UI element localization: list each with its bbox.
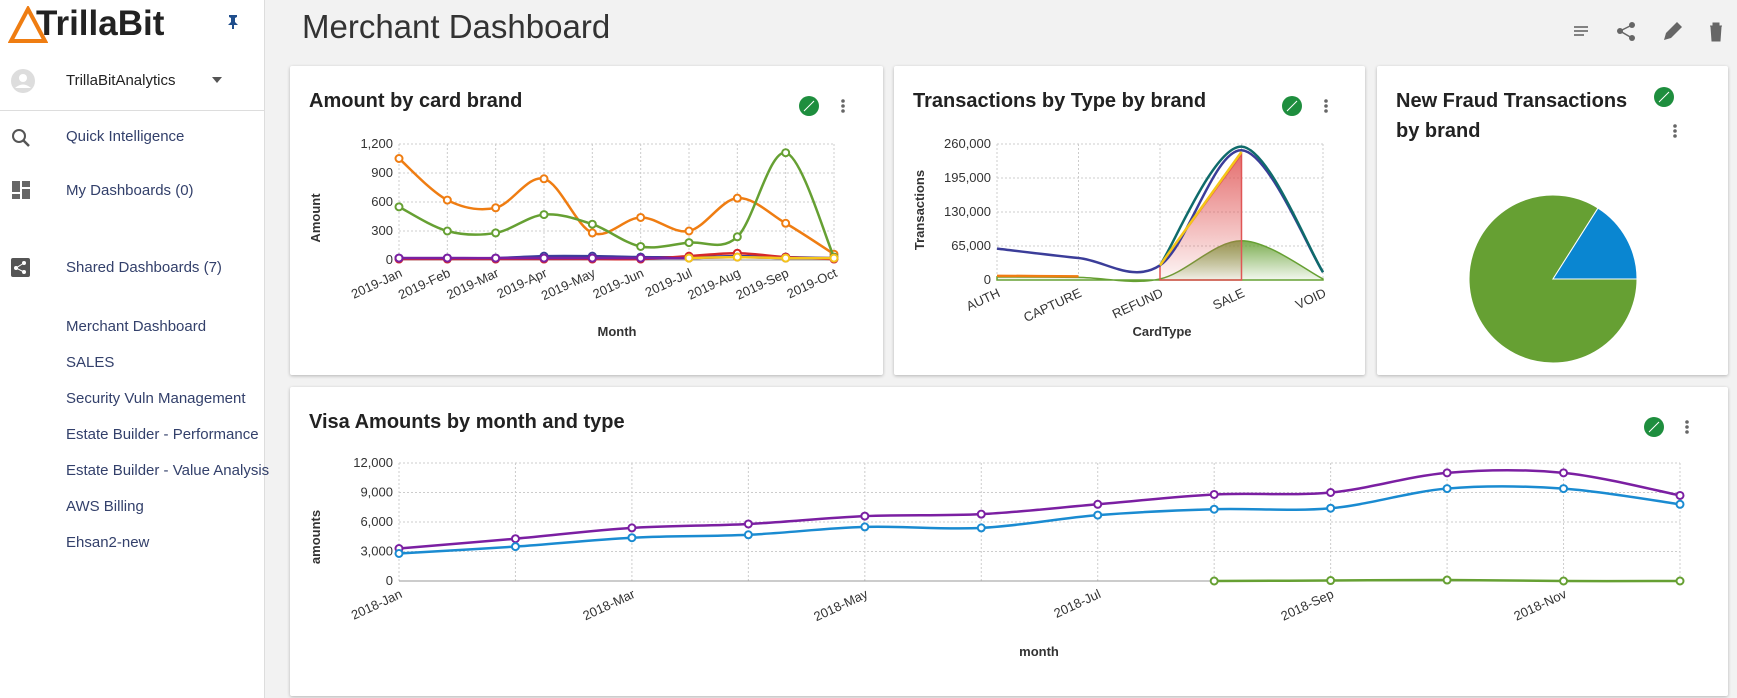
share-icon[interactable] <box>11 258 31 278</box>
card-title: Visa Amounts by month and type <box>309 411 625 433</box>
list-button[interactable] <box>1574 26 1588 36</box>
dashboard-link[interactable]: AWS Billing <box>66 498 144 515</box>
dashboard-link[interactable]: Estate Builder - Performance <box>66 426 259 443</box>
chart-card: Amount by card brand <box>290 66 883 375</box>
delete-button[interactable] <box>1710 22 1722 42</box>
page-title: Merchant Dashboard <box>302 8 611 45</box>
avatar[interactable] <box>10 68 36 94</box>
dashboards-icon[interactable] <box>12 181 32 201</box>
dashboard-link[interactable]: Ehsan2-new <box>66 534 150 551</box>
chart-card: New Fraud Transactions by brand <box>1377 66 1728 375</box>
search-icon[interactable] <box>11 128 31 148</box>
menu-item[interactable]: My Dashboards (0) <box>66 182 194 199</box>
card-title: New Fraud Transactions by brand <box>1396 90 1628 142</box>
logo-icon <box>8 6 48 43</box>
dashboard-link[interactable]: Estate Builder - Value Analysis <box>66 462 270 479</box>
header-toolbar <box>1574 22 1722 42</box>
edit-button[interactable] <box>1664 22 1682 40</box>
pin-button[interactable] <box>225 14 241 30</box>
chart-card: Visa Amounts by month and type <box>290 387 1728 696</box>
share-button[interactable] <box>1617 22 1635 41</box>
card-title: Transactions by Type by brand <box>913 90 1207 112</box>
chart-card: Transactions by Type by brand <box>894 66 1365 375</box>
card-title: Amount by card brand <box>309 90 523 112</box>
user-caret[interactable] <box>212 77 222 83</box>
sidebar: TrillaBit TrillaBitAnalytics Quick Intel… <box>0 0 269 698</box>
user-name[interactable]: TrillaBitAnalytics <box>66 72 176 89</box>
dashboard-link[interactable]: SALES <box>66 354 115 371</box>
dashboard-link[interactable]: Security Vuln Management <box>66 390 246 407</box>
dashboard-link[interactable]: Merchant Dashboard <box>66 318 207 335</box>
divider <box>0 110 264 111</box>
menu-item[interactable]: Shared Dashboards (7) <box>66 259 222 276</box>
brand: TrillaBit <box>36 4 165 43</box>
menu-item[interactable]: Quick Intelligence <box>66 128 185 145</box>
